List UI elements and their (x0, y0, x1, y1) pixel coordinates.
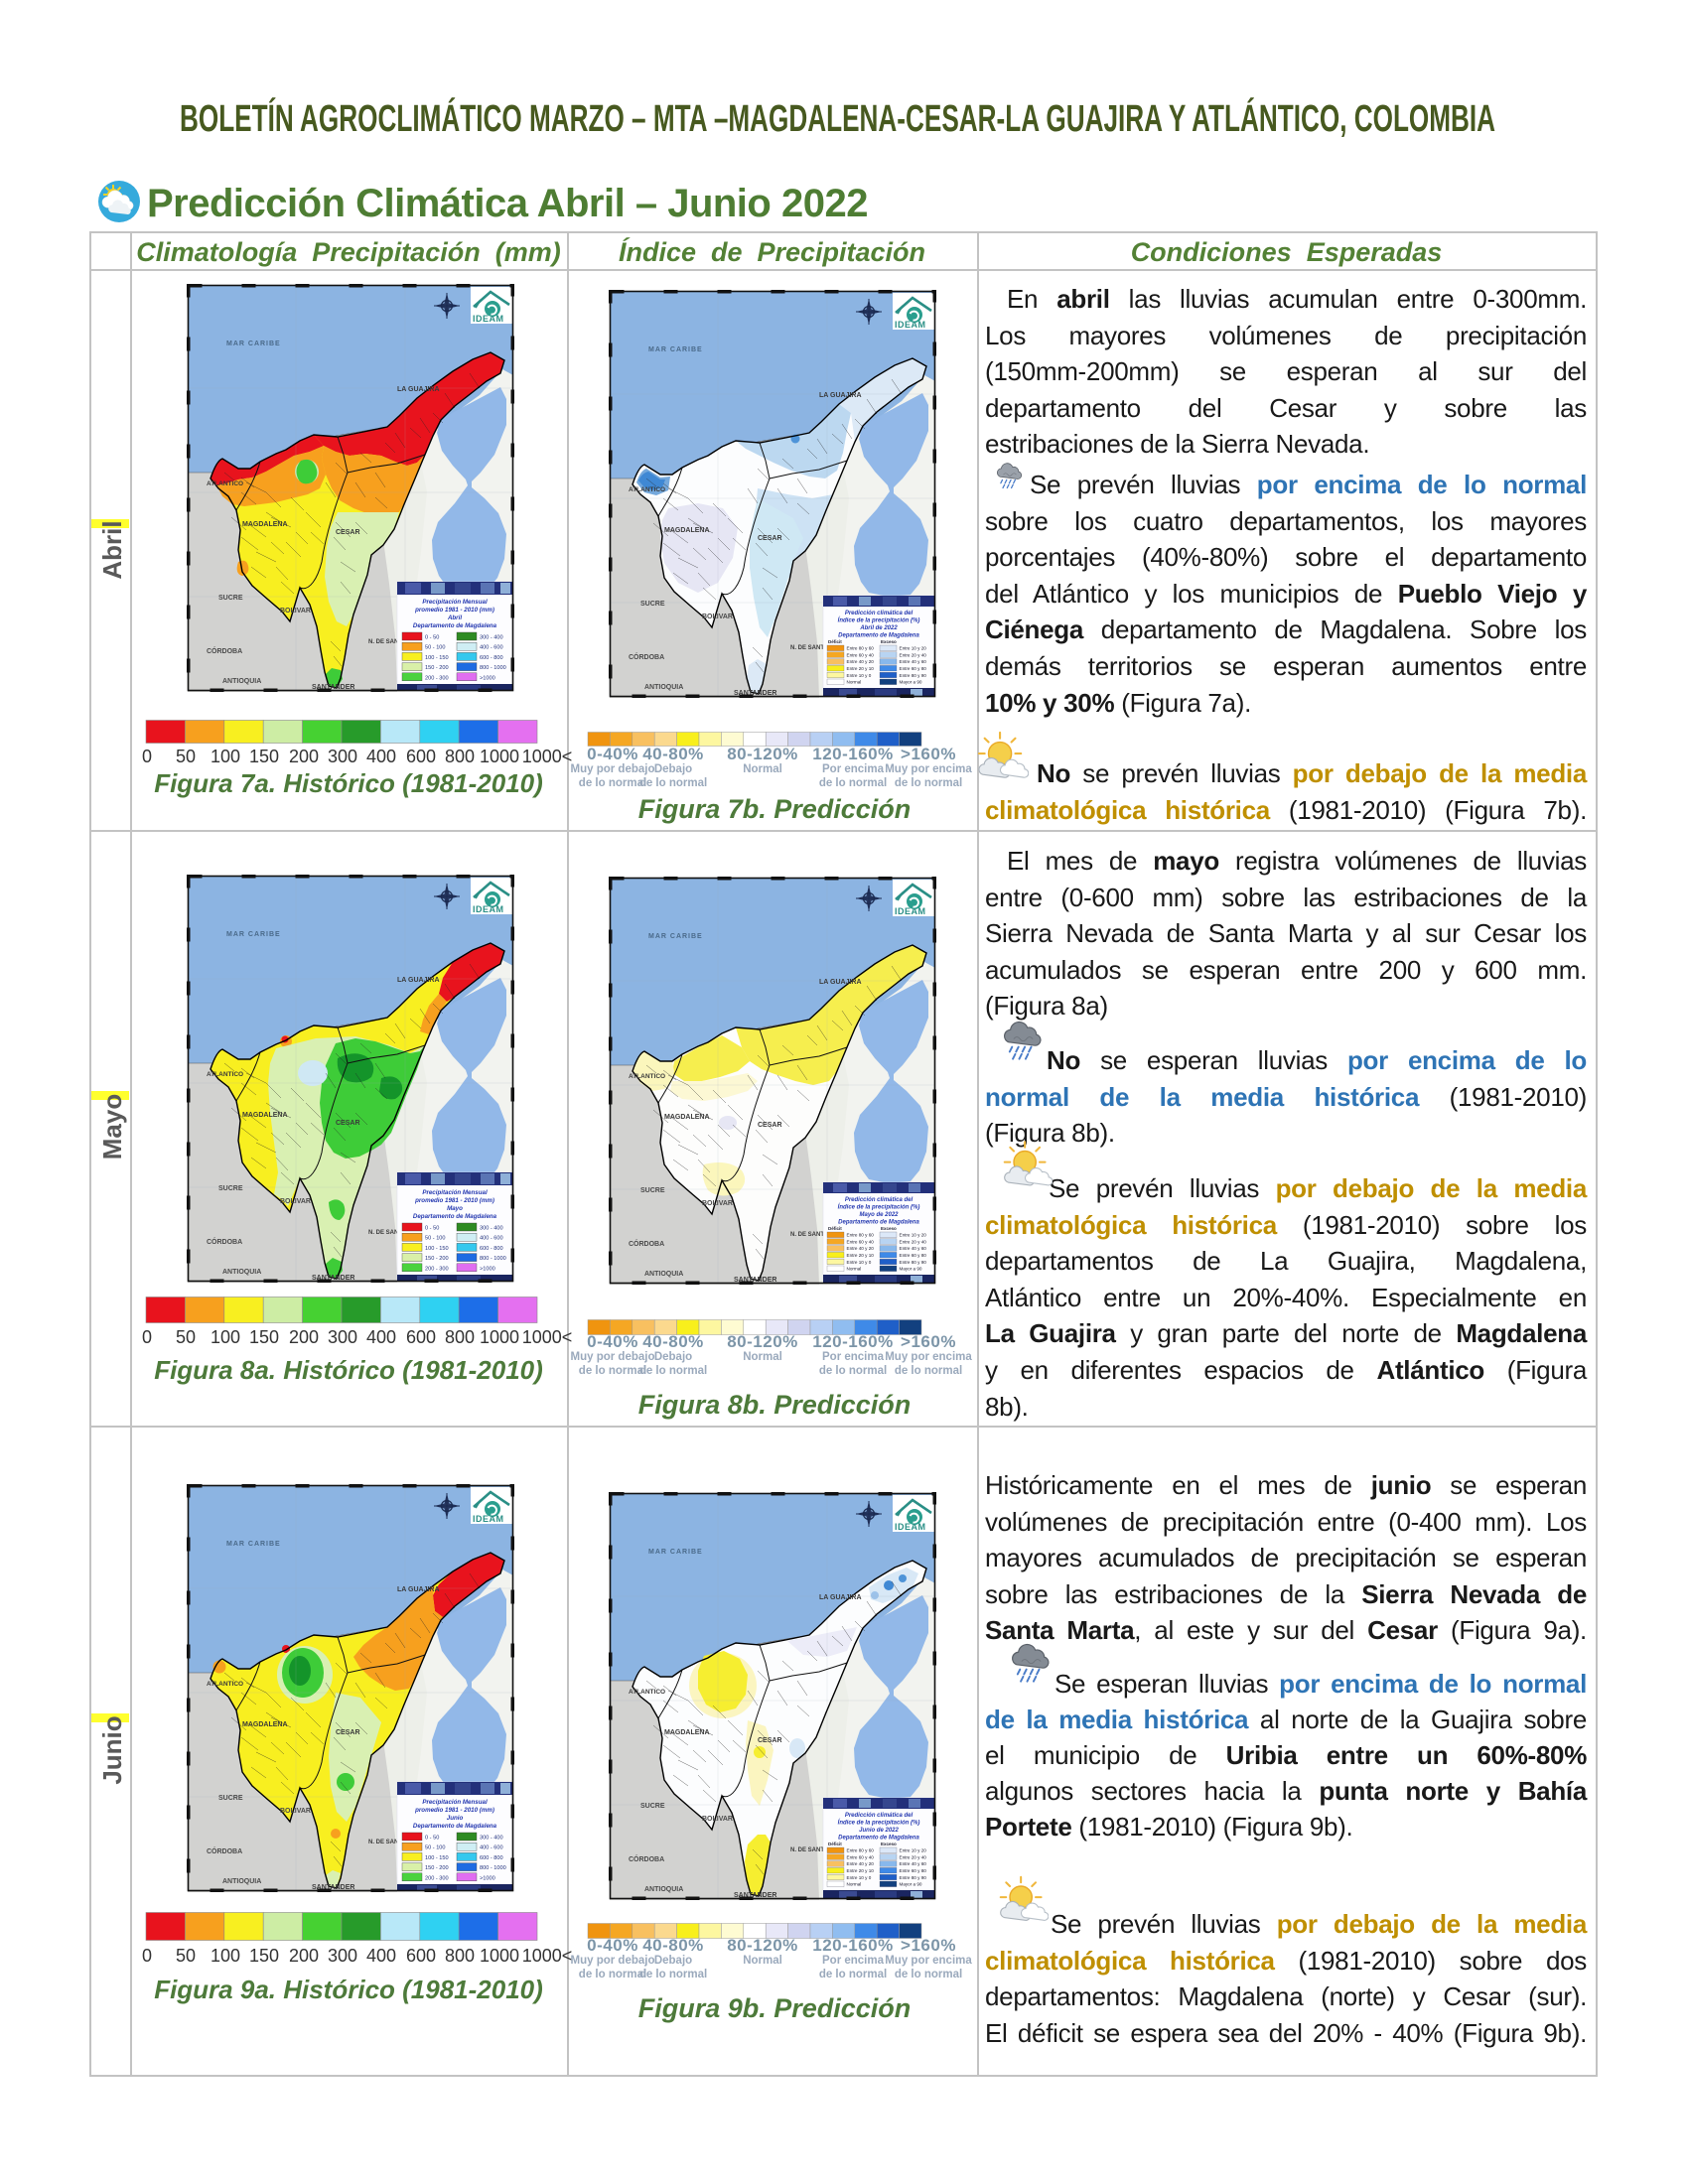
svg-text:100 - 150: 100 - 150 (425, 1855, 449, 1861)
svg-text:Entre 60 y 40: Entre 60 y 40 (847, 652, 875, 657)
svg-text:Entre 40 y 20: Entre 40 y 20 (847, 1246, 875, 1251)
svg-text:Precipitación Mensual: Precipitación Mensual (422, 1189, 488, 1196)
svg-text:Entre 60 y 80: Entre 60 y 80 (900, 1253, 927, 1258)
svg-text:Predicción climática del: Predicción climática del (845, 1197, 914, 1203)
svg-text:0 - 50: 0 - 50 (425, 1226, 439, 1232)
svg-text:Entre 80 y 60: Entre 80 y 60 (847, 646, 875, 651)
svg-text:800 - 1000: 800 - 1000 (480, 1256, 506, 1262)
svg-text:Precipitación Mensual: Precipitación Mensual (422, 1799, 488, 1806)
svg-text:Departamento de Magdalena: Departamento de Magdalena (838, 633, 919, 639)
svg-text:Mayor a 90: Mayor a 90 (900, 1267, 922, 1272)
svg-text:Mayor a 90: Mayor a 90 (900, 1882, 922, 1887)
svg-text:300 - 400: 300 - 400 (480, 635, 503, 641)
svg-text:Entre 60 y 80: Entre 60 y 80 (900, 666, 927, 671)
svg-text:>1000: >1000 (480, 675, 495, 681)
svg-text:Entre 20 y 40: Entre 20 y 40 (900, 652, 927, 657)
svg-text:0 - 50: 0 - 50 (425, 635, 439, 641)
svg-text:promedio 1981 - 2010 (mm): promedio 1981 - 2010 (mm) (414, 607, 494, 614)
svg-text:200 - 300: 200 - 300 (425, 1266, 449, 1272)
svg-text:Abril: Abril (447, 614, 462, 621)
svg-text:Entre 40 y 60: Entre 40 y 60 (900, 659, 927, 664)
svg-text:50 - 100: 50 - 100 (425, 1236, 446, 1242)
svg-text:50 - 100: 50 - 100 (425, 645, 446, 651)
svg-text:Índice de la precipitación (%): Índice de la precipitación (%) (838, 1820, 920, 1827)
svg-text:promedio 1981 - 2010 (mm): promedio 1981 - 2010 (mm) (414, 1197, 494, 1204)
svg-text:Entre 80 y 90: Entre 80 y 90 (900, 1260, 927, 1265)
svg-text:Normal: Normal (847, 1267, 862, 1272)
svg-text:800 - 1000: 800 - 1000 (480, 665, 506, 671)
svg-text:150 - 200: 150 - 200 (425, 665, 449, 671)
svg-text:Mayor a 90: Mayor a 90 (900, 680, 922, 685)
svg-text:Entre 10 y 20: Entre 10 y 20 (900, 646, 927, 651)
svg-text:Mayo: Mayo (447, 1205, 463, 1212)
svg-text:300 - 400: 300 - 400 (480, 1226, 503, 1232)
svg-text:>1000: >1000 (480, 1266, 495, 1272)
svg-text:50 - 100: 50 - 100 (425, 1845, 446, 1851)
svg-text:Exceso: Exceso (881, 1842, 897, 1846)
svg-text:Mayo de 2022: Mayo de 2022 (859, 1212, 899, 1218)
svg-text:Precipitación Mensual: Precipitación Mensual (422, 599, 488, 606)
svg-text:Entre 60 y 40: Entre 60 y 40 (847, 1854, 875, 1859)
svg-text:Entre 10 y 20: Entre 10 y 20 (900, 1848, 927, 1853)
svg-text:600 - 800: 600 - 800 (480, 655, 503, 661)
svg-text:Entre 20 y 40: Entre 20 y 40 (900, 1854, 927, 1859)
svg-text:Índice de la precipitación (%): Índice de la precipitación (%) (838, 617, 920, 624)
svg-text:Predicción climática del: Predicción climática del (845, 1813, 914, 1819)
svg-text:Entre 20 y 10: Entre 20 y 10 (847, 1868, 875, 1873)
svg-text:Entre 60 y 80: Entre 60 y 80 (900, 1868, 927, 1873)
svg-text:Déficit: Déficit (828, 639, 842, 644)
svg-text:100 - 150: 100 - 150 (425, 1246, 449, 1252)
svg-text:600 - 800: 600 - 800 (480, 1246, 503, 1252)
svg-text:Entre 80 y 60: Entre 80 y 60 (847, 1848, 875, 1853)
svg-text:Entre 80 y 90: Entre 80 y 90 (900, 673, 927, 678)
svg-text:Índice de la precipitación (%): Índice de la precipitación (%) (838, 1204, 920, 1211)
svg-text:Abril de 2022: Abril de 2022 (859, 625, 898, 631)
svg-text:200 - 300: 200 - 300 (425, 675, 449, 681)
svg-text:Predicción climática del: Predicción climática del (845, 611, 914, 616)
svg-text:Entre 80 y 60: Entre 80 y 60 (847, 1233, 875, 1238)
svg-text:Déficit: Déficit (828, 1842, 842, 1846)
svg-text:400 - 600: 400 - 600 (480, 645, 503, 651)
svg-text:Entre 10 y 0: Entre 10 y 0 (847, 1260, 872, 1265)
svg-text:Junio: Junio (447, 1815, 464, 1822)
svg-text:600 - 800: 600 - 800 (480, 1855, 503, 1861)
svg-text:Entre 20 y 10: Entre 20 y 10 (847, 666, 875, 671)
svg-text:Entre 40 y 20: Entre 40 y 20 (847, 1861, 875, 1866)
svg-text:Departamento de Magdalena: Departamento de Magdalena (413, 622, 497, 629)
svg-text:300 - 400: 300 - 400 (480, 1836, 503, 1842)
svg-text:>1000: >1000 (480, 1875, 495, 1881)
svg-text:Normal: Normal (847, 1882, 862, 1887)
svg-text:Entre 60 y 40: Entre 60 y 40 (847, 1239, 875, 1244)
svg-text:150 - 200: 150 - 200 (425, 1256, 449, 1262)
svg-text:Déficit: Déficit (828, 1226, 842, 1231)
svg-text:100 - 150: 100 - 150 (425, 655, 449, 661)
svg-text:Entre 20 y 40: Entre 20 y 40 (900, 1239, 927, 1244)
svg-text:Junio de 2022: Junio de 2022 (859, 1828, 899, 1834)
svg-text:Departamento de Magdalena: Departamento de Magdalena (413, 1823, 497, 1830)
svg-text:400 - 600: 400 - 600 (480, 1845, 503, 1851)
svg-text:promedio 1981 - 2010 (mm): promedio 1981 - 2010 (mm) (414, 1807, 494, 1814)
svg-text:Exceso: Exceso (881, 1226, 897, 1231)
svg-text:800 - 1000: 800 - 1000 (480, 1865, 506, 1871)
svg-text:Entre 20 y 10: Entre 20 y 10 (847, 1253, 875, 1258)
svg-text:0 - 50: 0 - 50 (425, 1836, 439, 1842)
svg-text:400 - 600: 400 - 600 (480, 1236, 503, 1242)
svg-text:200 - 300: 200 - 300 (425, 1875, 449, 1881)
svg-text:Entre 40 y 20: Entre 40 y 20 (847, 659, 875, 664)
svg-text:Entre 10 y 20: Entre 10 y 20 (900, 1233, 927, 1238)
svg-text:Entre 10 y 0: Entre 10 y 0 (847, 673, 872, 678)
svg-text:Departamento de Magdalena: Departamento de Magdalena (413, 1213, 497, 1220)
svg-text:Exceso: Exceso (881, 639, 897, 644)
svg-text:150 - 200: 150 - 200 (425, 1865, 449, 1871)
svg-text:Entre 80 y 90: Entre 80 y 90 (900, 1875, 927, 1880)
svg-text:Entre 40 y 60: Entre 40 y 60 (900, 1246, 927, 1251)
svg-text:Normal: Normal (847, 680, 862, 685)
svg-text:Departamento de Magdalena: Departamento de Magdalena (838, 1836, 919, 1842)
svg-text:Departamento de Magdalena: Departamento de Magdalena (838, 1220, 919, 1226)
svg-text:Entre 10 y 0: Entre 10 y 0 (847, 1875, 872, 1880)
svg-text:Entre 40 y 60: Entre 40 y 60 (900, 1861, 927, 1866)
